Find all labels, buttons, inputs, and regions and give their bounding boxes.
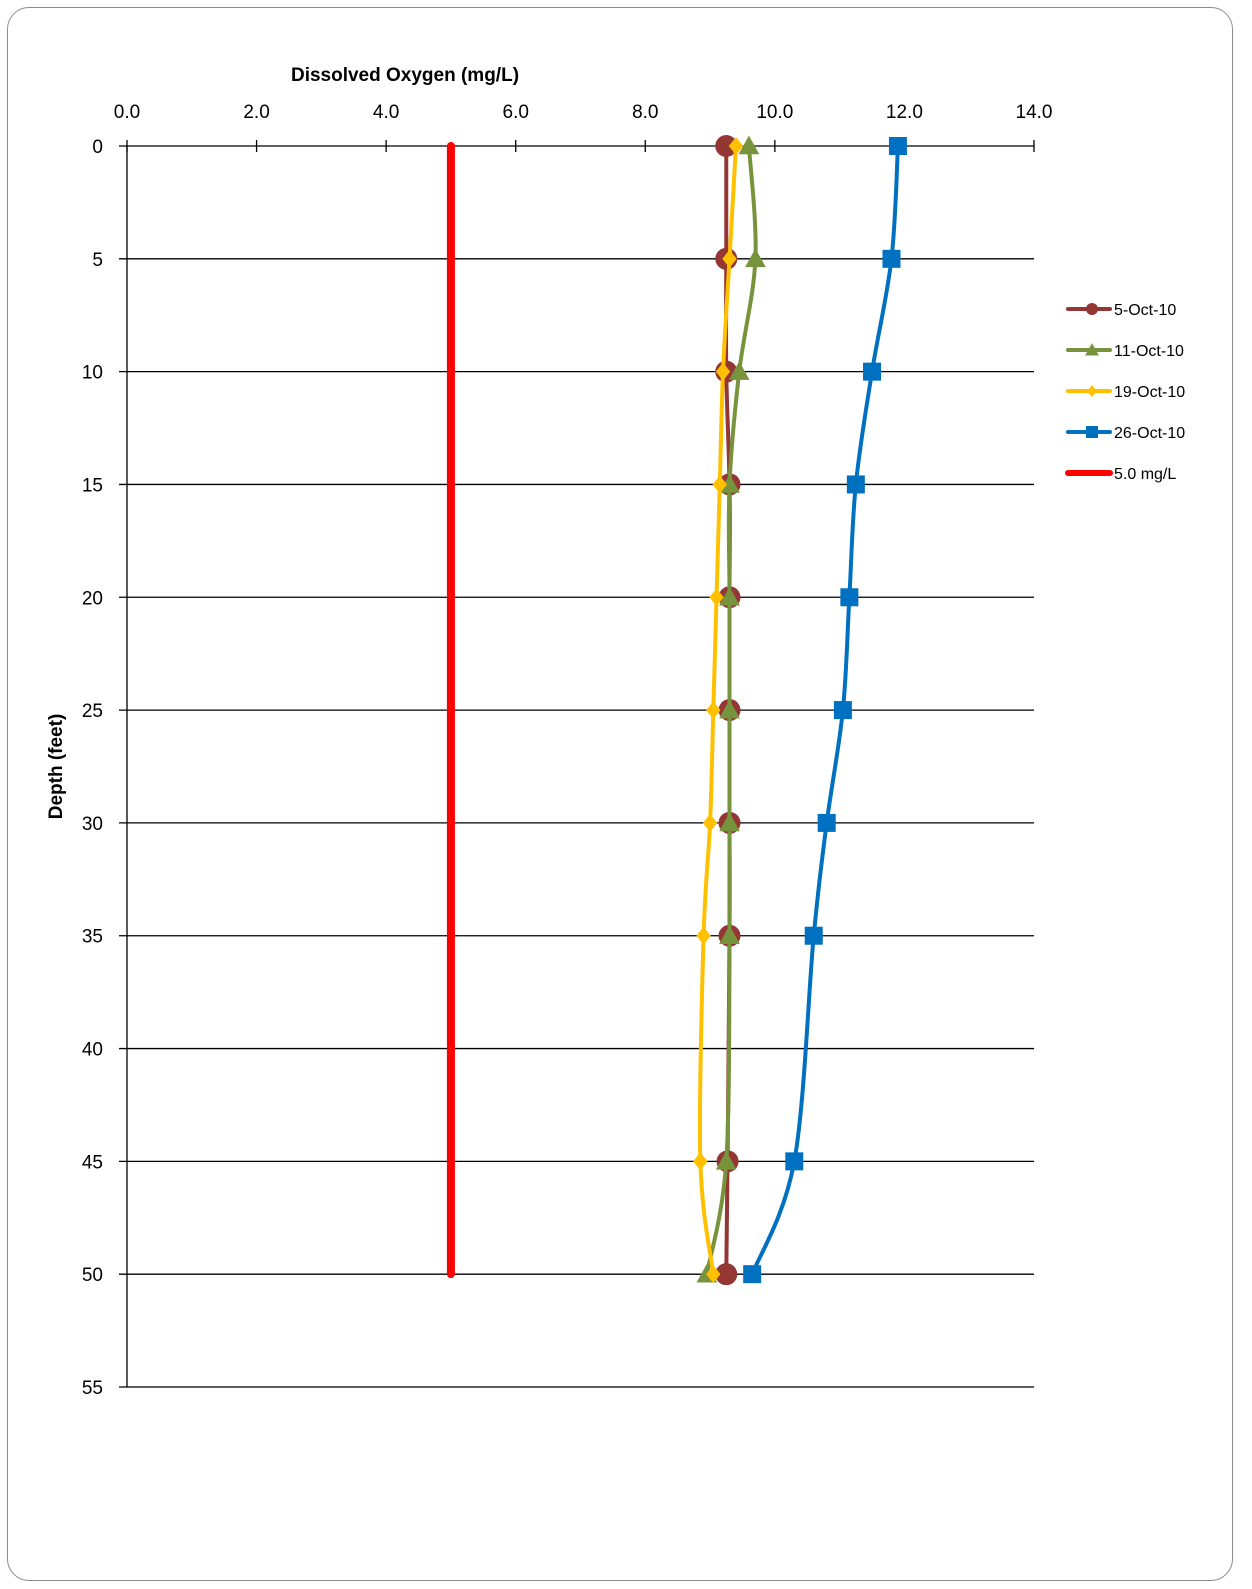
data-point: [817, 813, 836, 832]
data-point: [719, 812, 740, 832]
x-tick-label: 6.0: [503, 102, 529, 123]
y-tick-label: 45: [82, 1152, 103, 1173]
series-11-oct-10: [696, 135, 766, 1283]
data-point: [709, 588, 724, 607]
data-point: [715, 135, 738, 157]
legend-item: 26-Oct-10: [1066, 425, 1185, 442]
data-point: [888, 137, 907, 155]
legend-item: 5.0 mg/L: [1065, 466, 1176, 483]
series-line: [750, 144, 900, 1277]
legend-label: 26-Oct-10: [1114, 425, 1185, 442]
y-tick-label: 25: [82, 701, 103, 722]
data-point: [715, 1151, 737, 1170]
legend: 5-Oct-10 11-Oct-10 19-Oct-10 26-Oct-10 5.0 m…: [1065, 302, 1185, 483]
data-point: [882, 249, 901, 268]
data-point: [785, 1152, 804, 1171]
series-line: [704, 144, 758, 1277]
data-point: [728, 361, 750, 380]
series-19-oct-10: [693, 137, 744, 1284]
data-point: [833, 701, 852, 720]
gridlines: [119, 145, 1034, 1388]
data-point: [745, 248, 766, 268]
y-tick-label: 35: [82, 927, 103, 948]
x-tick-label: 12.0: [886, 102, 923, 123]
data-point: [719, 699, 740, 719]
series-26-oct-10: [743, 137, 907, 1284]
y-tick-label: 5: [92, 250, 103, 271]
legend-item: 11-Oct-10: [1066, 343, 1184, 360]
data-point: [728, 137, 744, 155]
x-tick-label: 0.0: [114, 102, 140, 123]
data-point: [719, 925, 740, 945]
x-tick-label: 8.0: [632, 102, 658, 123]
data-point: [722, 249, 737, 268]
data-point: [840, 588, 859, 607]
y-tick-label: 10: [82, 363, 103, 384]
y-tick-label: 15: [82, 475, 103, 496]
y-tick-label: 0: [92, 137, 103, 158]
data-point: [706, 1265, 721, 1284]
legend-item: 19-Oct-10: [1066, 384, 1185, 401]
legend-label: 5.0 mg/L: [1114, 466, 1176, 483]
legend-marker: [1087, 385, 1097, 397]
data-point: [719, 474, 740, 493]
x-tick-label: 10.0: [756, 102, 793, 123]
axes: 0 5 10 15 20 25 30 35 40 45 50 55 0.0 2.0 4.0 6.0 8.0 10.…: [82, 102, 1053, 1399]
data-point: [863, 362, 882, 381]
legend-marker: [1086, 303, 1098, 315]
y-tick-label: 55: [82, 1378, 103, 1399]
y-axis-title: Depth (feet): [46, 714, 67, 820]
data-point: [719, 586, 740, 606]
legend-label: 19-Oct-10: [1114, 384, 1185, 401]
plot-area: [446, 135, 907, 1286]
data-point: [715, 1263, 738, 1286]
y-tick-label: 50: [82, 1265, 103, 1286]
data-point: [712, 475, 727, 494]
x-tick-label: 4.0: [373, 102, 399, 123]
data-point: [738, 135, 760, 155]
data-point: [715, 362, 731, 381]
legend-label: 11-Oct-10: [1114, 343, 1184, 360]
data-point: [846, 475, 865, 494]
legend-marker: [1086, 426, 1098, 438]
series-line: [697, 144, 738, 1277]
data-point: [804, 926, 823, 945]
data-point: [693, 1152, 708, 1171]
y-tick-label: 40: [82, 1040, 103, 1061]
data-point: [706, 701, 721, 720]
chart-frame: [7, 7, 1233, 1581]
legend-item: 5-Oct-10: [1066, 302, 1176, 319]
data-point: [743, 1265, 762, 1284]
y-tick-label: 30: [82, 814, 103, 835]
x-tick-label: 14.0: [1016, 102, 1053, 123]
y-tick-label: 20: [82, 588, 103, 609]
x-axis-title: Dissolved Oxygen (mg/L): [291, 65, 519, 86]
data-point: [702, 813, 718, 832]
x-tick-label: 2.0: [243, 102, 269, 123]
data-point: [696, 926, 711, 945]
legend-label: 5-Oct-10: [1114, 302, 1176, 319]
legend-marker: [1085, 343, 1099, 356]
